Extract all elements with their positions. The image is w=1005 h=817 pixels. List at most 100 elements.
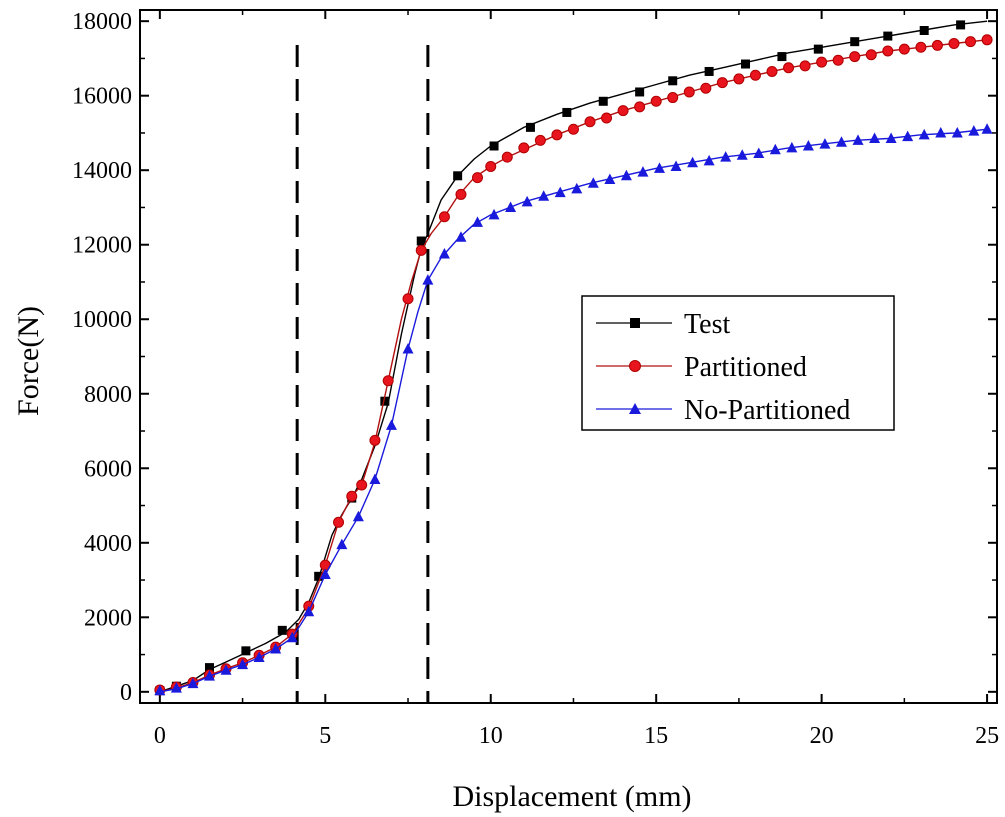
no-partitioned-point	[505, 201, 517, 212]
y-tick-label: 14000	[72, 158, 132, 184]
no-partitioned-point	[253, 651, 265, 663]
legend-marker-test	[630, 318, 640, 328]
no-partitioned-point	[653, 162, 665, 173]
x-tick-label: 20	[810, 723, 834, 749]
partitioned-point	[518, 142, 530, 154]
no-partitioned-point	[869, 132, 881, 144]
reference-lines	[295, 45, 430, 703]
partitioned-point	[601, 112, 613, 124]
no-partitioned-point	[720, 151, 732, 162]
no-partitioned-point	[521, 195, 533, 207]
test-point	[704, 66, 714, 76]
partitioned-point	[567, 123, 579, 135]
partitioned-point	[683, 86, 695, 98]
y-tick-label: 8000	[84, 382, 132, 408]
test-point	[883, 31, 893, 41]
test-point	[562, 107, 572, 117]
y-tick-label: 2000	[84, 605, 132, 631]
no-partitioned-point	[852, 134, 864, 145]
legend: Test Partitioned No-Partitioned	[581, 295, 895, 431]
no-partitioned-point	[637, 166, 649, 177]
test-point	[777, 52, 787, 62]
no-partitioned-point	[385, 419, 397, 430]
partitioned-point	[369, 434, 381, 446]
partitioned-point	[485, 160, 497, 172]
no-partitioned-point	[968, 125, 980, 136]
partitioned-point	[501, 151, 513, 163]
partitioned-point	[402, 293, 414, 305]
no-partitioned-point	[902, 130, 914, 142]
y-tick-label: 4000	[84, 531, 132, 557]
y-tick-label: 12000	[72, 233, 132, 259]
x-tick-label: 0	[154, 723, 166, 749]
x-tick-label: 25	[975, 723, 999, 749]
x-axis-title: Displacement (mm)	[452, 780, 691, 813]
partitioned-point	[948, 38, 960, 50]
no-partitioned-point	[769, 143, 781, 155]
no-partitioned-point	[802, 139, 814, 151]
y-tick-label: 18000	[72, 9, 132, 35]
y-tick-label: 16000	[72, 84, 132, 110]
no-partitioned-point	[885, 132, 897, 144]
partitioned-point	[455, 188, 467, 200]
partitioned-point	[356, 479, 368, 491]
test-point	[453, 171, 463, 181]
no-partitioned-point	[336, 538, 348, 550]
partitioned-point	[783, 62, 795, 74]
no-partitioned-point	[687, 156, 699, 168]
no-partitioned-point	[703, 154, 715, 166]
legend-label-test: Test	[684, 309, 730, 340]
partitioned-point	[832, 54, 844, 66]
partitioned-point	[849, 51, 861, 63]
x-tick-label: 15	[644, 723, 668, 749]
test-point	[635, 87, 645, 97]
partitioned-point	[415, 244, 427, 256]
partitioned-point	[700, 82, 712, 94]
test-point	[598, 96, 608, 106]
y-axis-title: Force(N)	[12, 306, 45, 416]
test-point	[813, 44, 823, 54]
no-partitioned-point	[187, 677, 199, 689]
no-partitioned-point	[736, 149, 748, 160]
partitioned-point	[534, 134, 546, 146]
partitioned-point	[438, 211, 450, 223]
no-partitioned-point	[270, 642, 282, 654]
no-partitioned-point	[369, 473, 381, 484]
no-partitioned-point	[571, 182, 583, 194]
partitioned-point	[931, 39, 943, 51]
test-point	[956, 20, 966, 30]
no-partitioned-point	[154, 684, 166, 696]
no-partitioned-point	[538, 190, 550, 201]
test-point	[241, 646, 251, 656]
test-point	[489, 141, 499, 151]
partitioned-point	[617, 105, 629, 117]
no-partitioned-point	[918, 128, 930, 140]
legend-label-no-partitioned: No-Partitioned	[684, 395, 850, 426]
no-partitioned-point	[981, 123, 993, 134]
no-partitioned-point	[620, 169, 632, 181]
test-point	[668, 76, 678, 86]
partitioned-point	[716, 77, 728, 89]
no-partitioned-point	[220, 664, 232, 675]
series-group	[154, 20, 993, 696]
x-tick-label: 10	[479, 723, 503, 749]
test-point	[850, 37, 860, 47]
partitioned-point	[346, 490, 358, 502]
no-partitioned-point	[352, 510, 364, 522]
no-partitioned-point	[835, 136, 847, 147]
no-partitioned-point	[604, 173, 616, 185]
legend-label-partitioned: Partitioned	[684, 352, 807, 383]
test-point	[277, 625, 287, 635]
test-point	[204, 663, 214, 673]
no-partitioned-point	[203, 670, 215, 681]
partitioned-point	[865, 49, 877, 61]
partitioned-point	[551, 129, 563, 141]
y-tick-label: 0	[120, 680, 132, 706]
partitioned-point	[915, 41, 927, 53]
no-partitioned-point	[472, 216, 484, 227]
test-point	[314, 571, 324, 581]
no-partitioned-point	[237, 658, 249, 670]
no-partitioned-point	[438, 248, 450, 259]
partitioned-point	[749, 69, 761, 81]
